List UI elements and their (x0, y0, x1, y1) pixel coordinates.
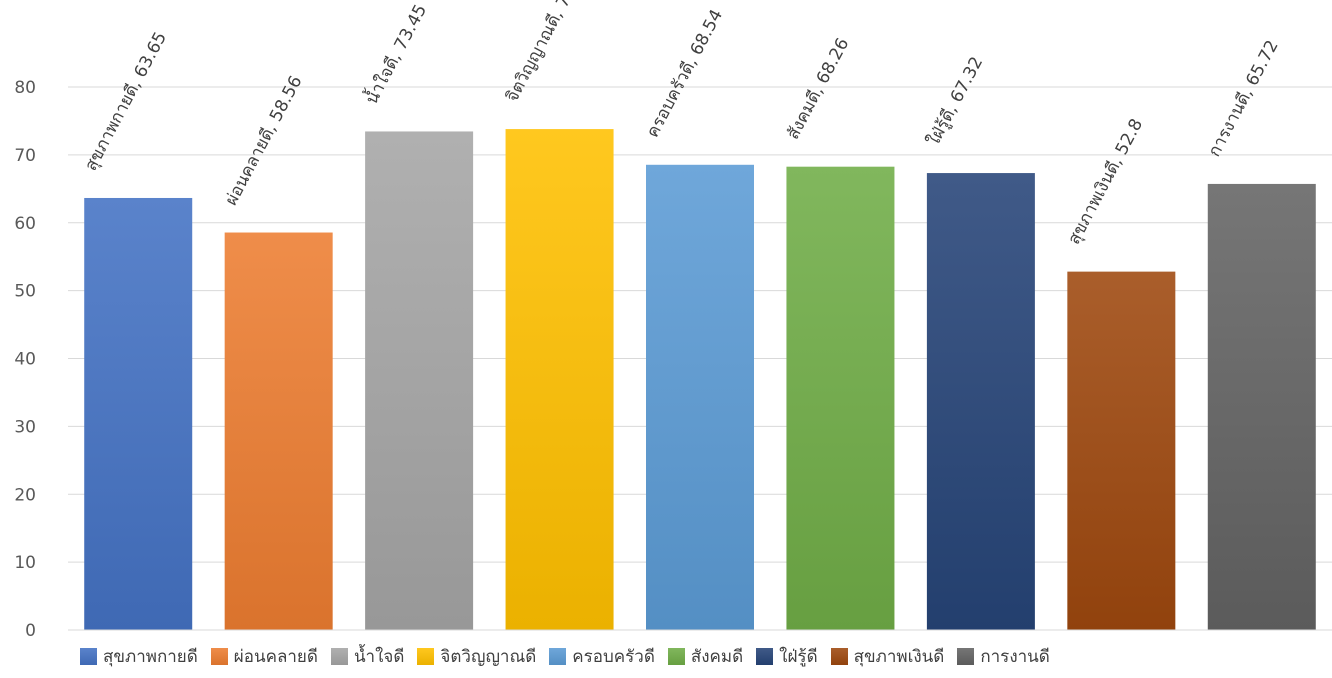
legend-label: สุขภาพเงินดี (853, 647, 945, 667)
legend-label: ครอบครัวดี (572, 647, 655, 667)
legend-item: น้ำใจดี (330, 643, 405, 670)
legend-item: สุขภาพกายดี (80, 643, 198, 670)
legend-label: สุขภาพกายดี (103, 647, 198, 667)
legend-label: การงานดี (980, 647, 1050, 667)
legend-swatch (330, 648, 348, 665)
legend-item: สังคมดี (667, 643, 744, 670)
bar-1 (84, 197, 193, 630)
legend-swatch (210, 648, 228, 665)
data-label: น้ำใจดี, 73.45 (359, 0, 431, 108)
bar-2 (224, 232, 333, 631)
data-label: จิตวิญญาณดี, 73.8 (502, 0, 588, 105)
data-label: สังคมดี, 68.26 (783, 35, 853, 143)
bar-4 (505, 129, 614, 630)
bar-9 (1207, 183, 1316, 630)
legend-item: ครอบครัวดี (549, 643, 655, 670)
data-label: ใฝ่รู้ดี, 67.32 (923, 53, 988, 149)
legend-swatch (549, 648, 567, 665)
data-label: สุขภาพเงินดี, 52.8 (1064, 116, 1147, 248)
y-tick-label: 70 (14, 146, 36, 166)
legend-label: ผ่อนคลายดี (233, 647, 318, 667)
y-tick-label: 10 (14, 553, 36, 573)
y-tick-label: 30 (14, 417, 36, 437)
chart-legend: สุขภาพกายดี ผ่อนคลายดี น้ำใจดี จิตวิญญาณดี ค… (80, 643, 1050, 670)
legend-swatch (830, 648, 848, 665)
data-label: ผ่อนคลายดี, 58.56 (221, 73, 306, 209)
legend-label: จิตวิญญาณดี (440, 647, 537, 667)
bars (84, 129, 1316, 631)
legend-swatch (756, 648, 774, 665)
legend-item: สุขภาพเงินดี (830, 643, 945, 670)
y-tick-label: 60 (14, 214, 36, 234)
bar-8 (1067, 271, 1176, 630)
data-label: ครอบครัวดี, 68.54 (643, 6, 727, 141)
bar-6 (786, 166, 895, 631)
legend-swatch (417, 648, 435, 665)
legend-item: ผ่อนคลายดี (210, 643, 318, 670)
legend-item: จิตวิญญาณดี (417, 643, 536, 670)
bar-chart: 0 10 20 30 40 50 60 70 80 สุขภาพกายดี, 63.65 ผ่อน… (14, 0, 1332, 640)
y-tick-label: 0 (25, 621, 36, 640)
bar-5 (646, 164, 754, 631)
legend-label: สังคมดี (690, 647, 744, 667)
data-label: การงานดี, 65.72 (1205, 37, 1283, 160)
bar-3 (365, 131, 474, 630)
y-axis-ticks: 0 10 20 30 40 50 60 70 80 (14, 78, 36, 640)
legend-item: การงานดี (957, 643, 1050, 670)
legend-label: น้ำใจดี (353, 647, 405, 667)
y-tick-label: 20 (14, 485, 36, 505)
y-tick-label: 40 (14, 350, 36, 370)
legend-swatch (957, 648, 975, 665)
legend-swatch (667, 648, 685, 665)
legend-item: ใฝ่รู้ดี (756, 643, 818, 670)
legend-swatch (80, 648, 97, 665)
legend-label: ใฝ่รู้ดี (779, 647, 818, 667)
y-tick-label: 80 (14, 78, 36, 98)
y-tick-label: 50 (14, 282, 36, 302)
bar-7 (926, 173, 1035, 631)
data-label: สุขภาพกายดี, 63.65 (81, 29, 171, 175)
